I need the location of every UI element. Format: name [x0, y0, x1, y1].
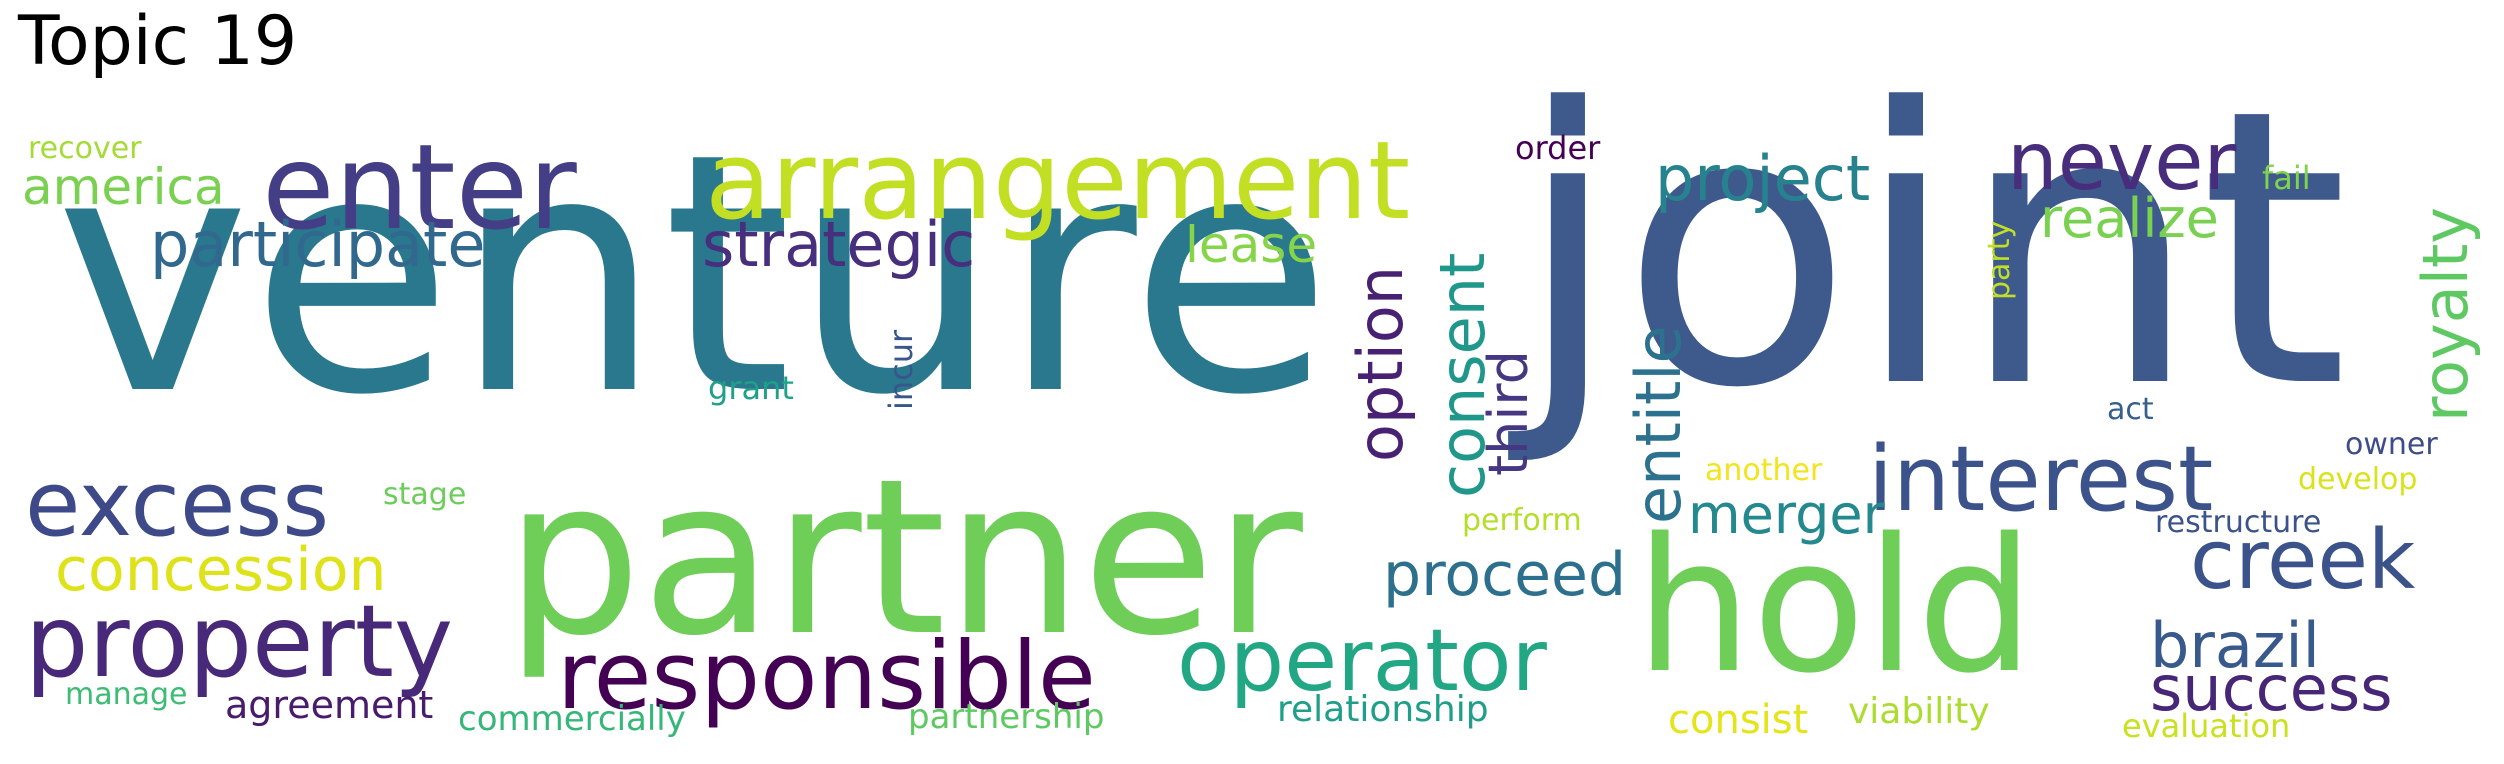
word-relationship: relationship — [1277, 689, 1489, 730]
word-hold: hold — [1635, 498, 2035, 714]
word-develop: develop — [2298, 462, 2418, 497]
word-option: option — [1344, 265, 1417, 462]
word-lease: lease — [1185, 216, 1318, 274]
word-royalty: royalty — [2409, 207, 2482, 422]
word-evaluation: evaluation — [2122, 707, 2291, 745]
word-partnership: partnership — [908, 697, 1105, 737]
word-responsible: responsible — [557, 622, 1096, 731]
word-entitle: entitle — [1622, 325, 1695, 524]
word-another: another — [1705, 453, 1823, 488]
word-stage: stage — [383, 477, 467, 512]
word-restructure: restructure — [2155, 505, 2322, 540]
word-party: party — [1982, 220, 2017, 300]
word-america: america — [22, 158, 225, 216]
word-joint: joint — [1515, 28, 2349, 471]
word-perform: perform — [1462, 503, 1582, 538]
word-concession: concession — [55, 535, 387, 605]
word-participate: participate — [150, 208, 486, 281]
word-arrangement: arrangement — [705, 119, 1411, 244]
word-agreement: agreement — [225, 683, 434, 727]
word-venture: venture — [55, 83, 1333, 467]
word-grant: grant — [708, 369, 794, 407]
word-project: project — [1655, 142, 1871, 215]
word-manage: manage — [65, 677, 188, 712]
word-cloud: venture joint partner hold arrangement e… — [0, 60, 2504, 750]
word-brazil: brazil — [2150, 609, 2320, 682]
word-strategic: strategic — [702, 208, 976, 281]
figure-title: Topic 19 — [18, 2, 298, 81]
word-consist: consist — [1668, 697, 1809, 743]
word-recover: recover — [28, 131, 142, 166]
word-excess: excess — [25, 452, 330, 557]
word-never: never — [2007, 115, 2237, 208]
word-commercially: commercially — [458, 699, 686, 739]
word-act: act — [2107, 392, 2154, 427]
word-order: order — [1515, 129, 1601, 167]
word-realize: realize — [2040, 187, 2219, 250]
word-enter: enter — [262, 118, 577, 256]
word-proceed: proceed — [1383, 540, 1627, 610]
word-property: property — [25, 583, 454, 700]
word-incur: incur — [882, 329, 920, 410]
word-interest: interest — [1868, 427, 2214, 532]
word-operator: operator — [1177, 611, 1547, 711]
word-merger: merger — [1688, 483, 1885, 546]
word-partner: partner — [505, 432, 1303, 683]
word-third: third — [1477, 350, 1540, 476]
word-viability: viability — [1848, 691, 1990, 732]
word-owner: owner — [2345, 427, 2438, 462]
word-creek: creek — [2190, 513, 2416, 608]
word-fail: fail — [2262, 159, 2311, 197]
word-success: success — [2150, 652, 2393, 725]
